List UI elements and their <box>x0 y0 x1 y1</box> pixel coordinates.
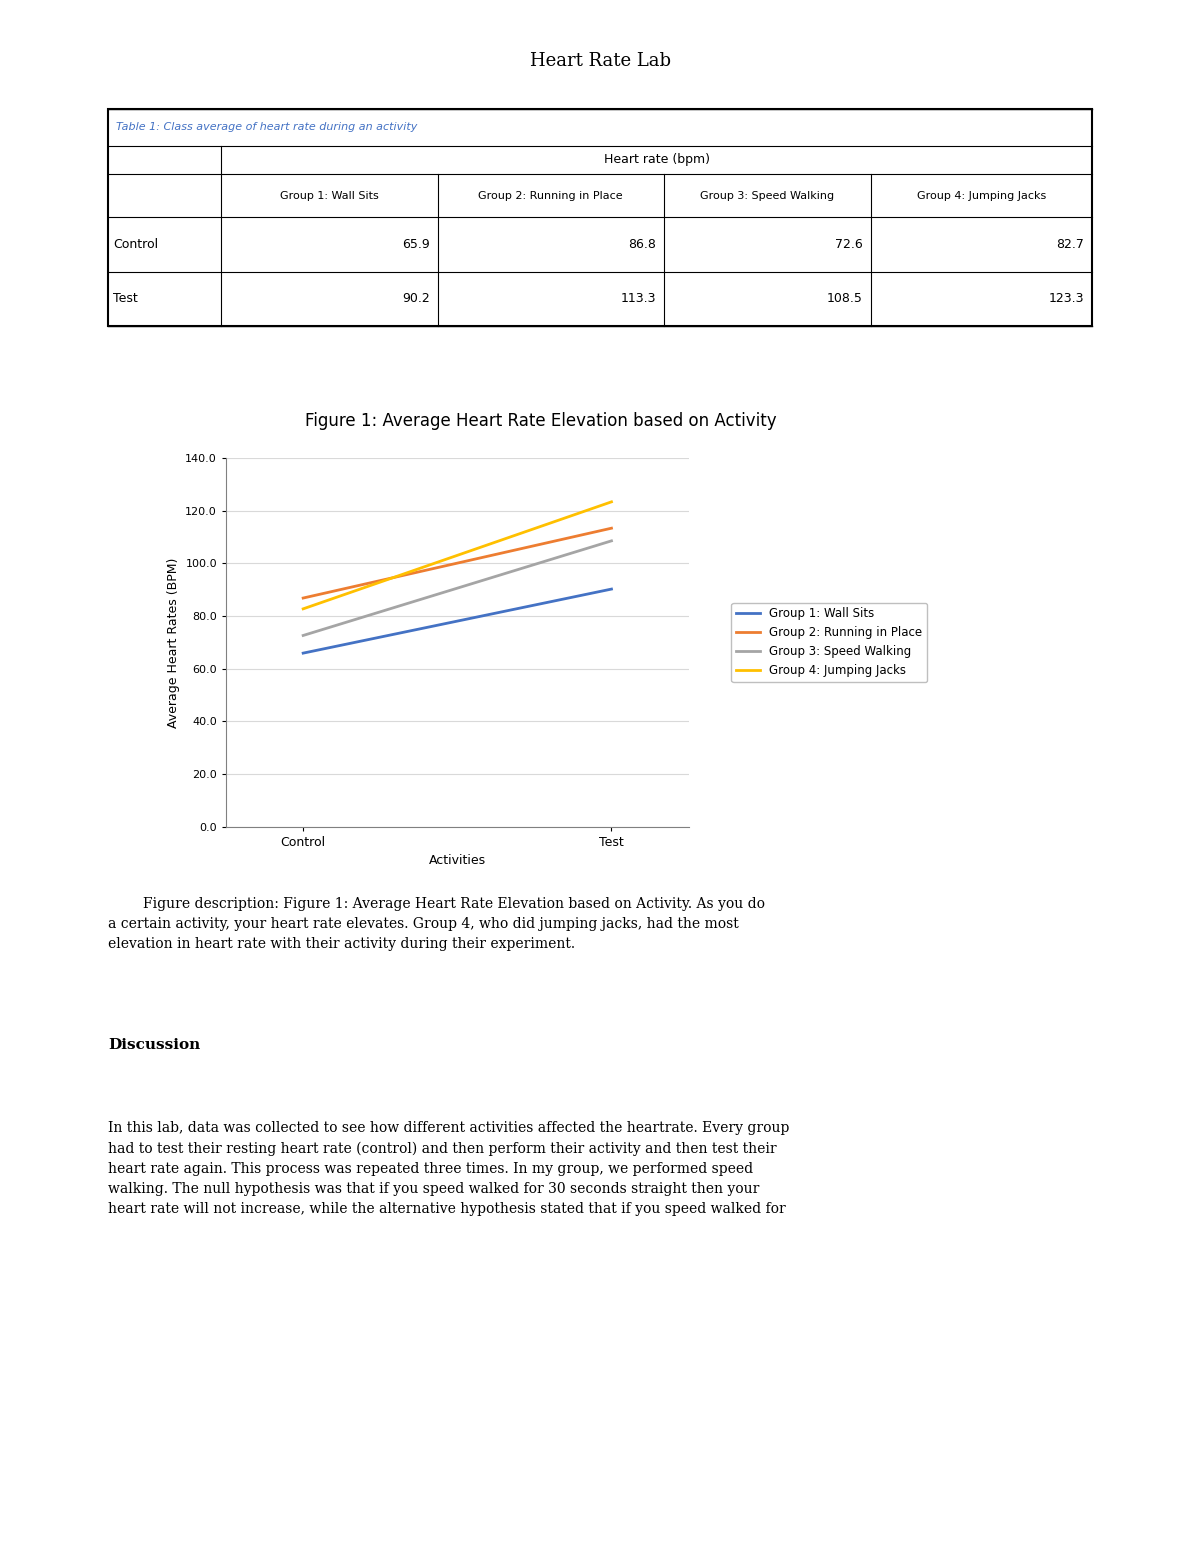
Text: Group 4: Jumping Jacks: Group 4: Jumping Jacks <box>917 191 1046 200</box>
Text: 72.6: 72.6 <box>835 238 863 252</box>
Text: Figure description: Figure 1: Average Heart Rate Elevation based on Activity. As: Figure description: Figure 1: Average He… <box>108 896 766 950</box>
Text: Group 1: Wall Sits: Group 1: Wall Sits <box>280 191 379 200</box>
Legend: Group 1: Wall Sits, Group 2: Running in Place, Group 3: Speed Walking, Group 4: : Group 1: Wall Sits, Group 2: Running in … <box>732 603 928 682</box>
Text: Discussion: Discussion <box>108 1037 200 1051</box>
Text: Heart rate (bpm): Heart rate (bpm) <box>604 154 709 166</box>
Y-axis label: Average Heart Rates (BPM): Average Heart Rates (BPM) <box>167 558 180 727</box>
Text: 65.9: 65.9 <box>402 238 430 252</box>
Text: Control: Control <box>113 238 158 252</box>
Text: 86.8: 86.8 <box>629 238 656 252</box>
Text: Test: Test <box>113 292 138 306</box>
X-axis label: Activities: Activities <box>428 854 486 868</box>
Text: In this lab, data was collected to see how different activities affected the hea: In this lab, data was collected to see h… <box>108 1121 790 1216</box>
Text: 108.5: 108.5 <box>827 292 863 306</box>
Text: 90.2: 90.2 <box>402 292 430 306</box>
Text: Group 3: Speed Walking: Group 3: Speed Walking <box>701 191 834 200</box>
Text: Heart Rate Lab: Heart Rate Lab <box>529 51 671 70</box>
Text: Table 1: Class average of heart rate during an activity: Table 1: Class average of heart rate dur… <box>116 123 418 132</box>
Text: 123.3: 123.3 <box>1049 292 1084 306</box>
Text: Figure 1: Average Heart Rate Elevation based on Activity: Figure 1: Average Heart Rate Elevation b… <box>305 412 776 430</box>
Text: 82.7: 82.7 <box>1056 238 1084 252</box>
Text: Group 2: Running in Place: Group 2: Running in Place <box>479 191 623 200</box>
Text: 113.3: 113.3 <box>620 292 656 306</box>
